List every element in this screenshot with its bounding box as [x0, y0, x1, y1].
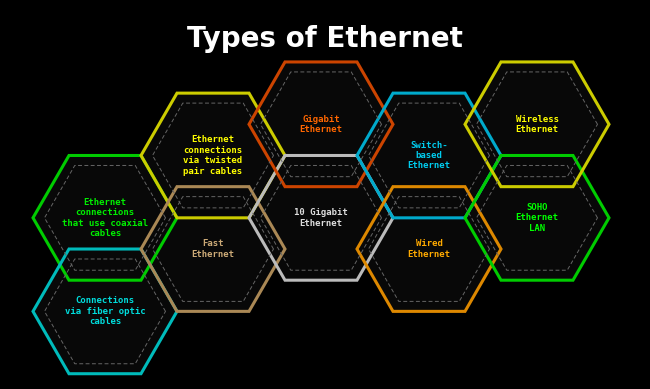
Text: Ethernet
connections
via twisted
pair cables: Ethernet connections via twisted pair ca…: [183, 135, 242, 175]
Polygon shape: [357, 187, 501, 311]
Text: Types of Ethernet: Types of Ethernet: [187, 25, 463, 53]
Polygon shape: [141, 187, 285, 311]
Polygon shape: [33, 249, 177, 374]
Text: Connections
via fiber optic
cables: Connections via fiber optic cables: [65, 296, 146, 326]
Polygon shape: [33, 156, 177, 280]
Polygon shape: [357, 93, 501, 218]
Text: Fast
Ethernet: Fast Ethernet: [192, 239, 235, 259]
Text: Ethernet
connections
that use coaxial
cables: Ethernet connections that use coaxial ca…: [62, 198, 148, 238]
Text: SOHO
Ethernet
LAN: SOHO Ethernet LAN: [515, 203, 558, 233]
Text: Wireless
Ethernet: Wireless Ethernet: [515, 115, 558, 134]
Polygon shape: [141, 93, 285, 218]
Polygon shape: [249, 62, 393, 187]
Text: Switch-
based
Ethernet: Switch- based Ethernet: [408, 140, 450, 170]
Text: Wired
Ethernet: Wired Ethernet: [408, 239, 450, 259]
Text: 10 Gigabit
Ethernet: 10 Gigabit Ethernet: [294, 208, 348, 228]
Polygon shape: [465, 156, 609, 280]
Polygon shape: [249, 156, 393, 280]
Polygon shape: [465, 62, 609, 187]
Text: Gigabit
Ethernet: Gigabit Ethernet: [300, 115, 343, 134]
